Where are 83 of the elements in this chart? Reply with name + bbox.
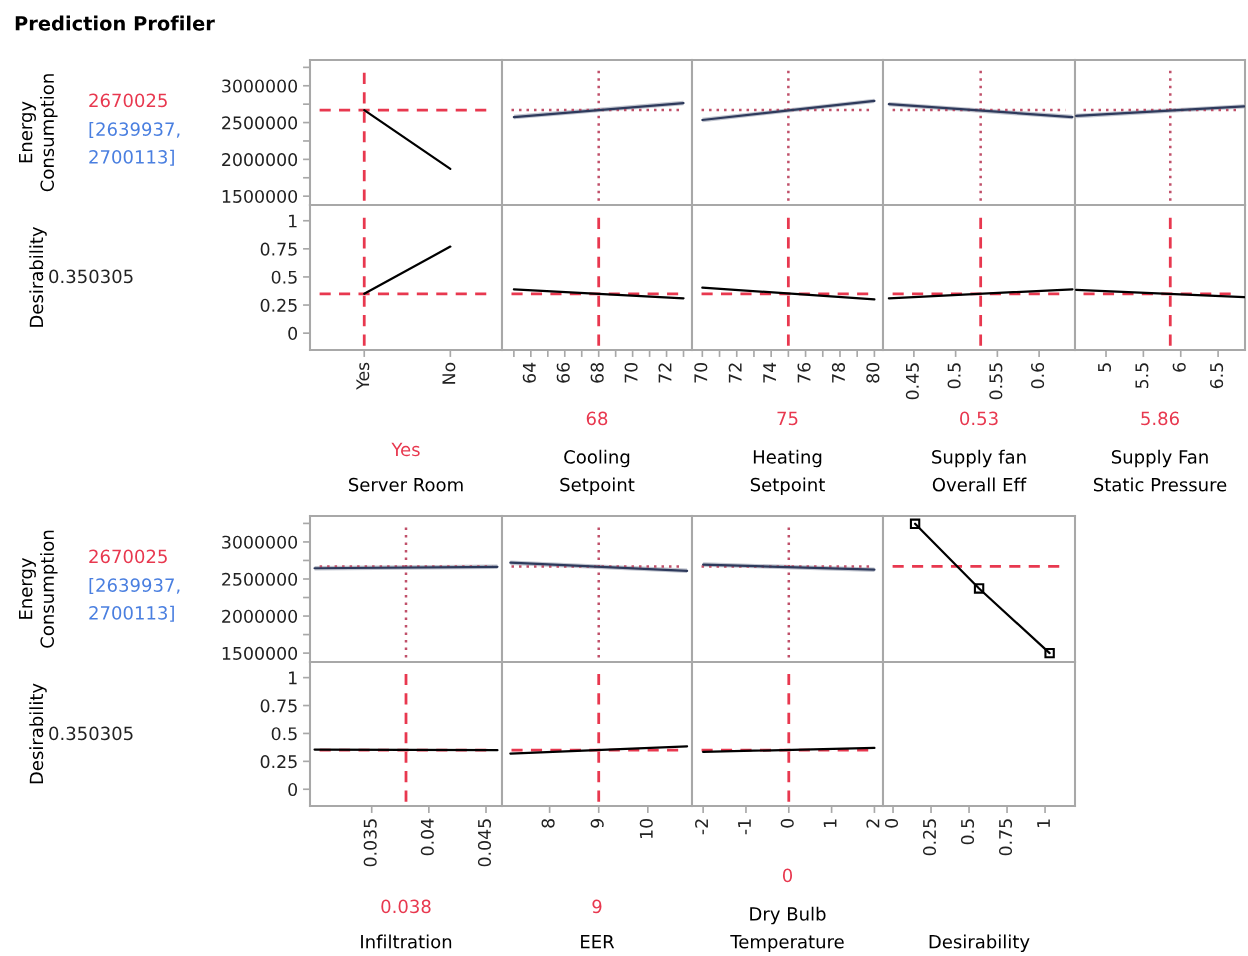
x-tick-label: 1 xyxy=(1037,819,1050,827)
text: [2639937, 2700113] xyxy=(89,578,180,622)
x-tick-label: 5.5 xyxy=(1135,363,1149,389)
y-tick-label: 1500000 xyxy=(222,646,298,660)
x-axis-title: Supply fan Overall Eff xyxy=(932,449,1027,492)
x-tick-label: 0.25 xyxy=(922,819,937,856)
text: 5.86 xyxy=(1141,411,1179,426)
x-tick-label: 2 xyxy=(866,819,880,828)
x-axis-title: Supply Fan Static Pressure xyxy=(1093,449,1227,492)
y-tick-label: 0.75 xyxy=(260,699,297,713)
x-tick-label: Yes xyxy=(356,362,370,390)
text: 0.350305 xyxy=(49,269,133,284)
x-tick-label: 78 xyxy=(831,362,846,383)
y-axis-title: Energy Consumption xyxy=(19,74,58,192)
x-tick-label: 0.035 xyxy=(363,819,377,867)
text: Yes xyxy=(391,442,420,457)
y-tick-label: 1 xyxy=(289,214,297,228)
x-tick-label: 0.55 xyxy=(989,363,1003,400)
x-tick-label: 5 xyxy=(1098,363,1112,372)
x-tick-label: 0.45 xyxy=(905,363,919,400)
x-tick-label: -1 xyxy=(738,819,751,835)
y-tick-label: 2500000 xyxy=(222,572,298,586)
y-tick-label: 2000000 xyxy=(222,609,298,623)
x-tick-label: 0 xyxy=(884,818,899,828)
text: 9 xyxy=(592,899,602,914)
x-axis-title: Server Room xyxy=(349,477,463,492)
text: 75 xyxy=(777,411,798,426)
x-tick-label: 0.5 xyxy=(960,819,975,845)
x-tick-label: 6.5 xyxy=(1210,363,1224,389)
x-tick-label: 72 xyxy=(658,363,672,383)
y-tick-label: 1500000 xyxy=(222,189,298,204)
x-tick-label: 70 xyxy=(624,362,638,383)
y-tick-label: 1 xyxy=(289,671,297,685)
x-axis-title: Dry Bulb Temperature xyxy=(730,906,844,952)
x-tick-label: 8 xyxy=(541,818,555,828)
x-axis-title: EER xyxy=(581,935,615,949)
text: 0.038 xyxy=(381,899,431,914)
x-tick-label: 70 xyxy=(694,362,708,383)
x-axis-title: Infiltration xyxy=(361,934,452,949)
x-tick-label: 6 xyxy=(1172,362,1186,372)
text: 68 xyxy=(586,411,608,426)
x-tick-label: 80 xyxy=(866,362,880,383)
x-tick-label: 72 xyxy=(728,363,742,383)
x-axis-title: Desirability xyxy=(929,934,1030,952)
y-tick-label: 0 xyxy=(288,326,298,340)
y-tick-label: 0.25 xyxy=(260,755,297,769)
x-tick-label: 0.045 xyxy=(477,819,492,867)
x-tick-label: 10 xyxy=(639,818,653,838)
x-tick-label: 76 xyxy=(797,362,811,383)
x-tick-label: 0.5 xyxy=(947,363,961,389)
x-tick-label: 66 xyxy=(556,362,570,383)
y-tick-label: 0.25 xyxy=(260,298,297,312)
y-axis-title: Desirability xyxy=(29,683,47,784)
y-axis-title: Energy Consumption xyxy=(19,530,58,648)
y-tick-label: 3000000 xyxy=(222,79,298,93)
x-tick-label: 0 xyxy=(780,818,794,828)
y-tick-label: 0.5 xyxy=(271,270,297,284)
y-tick-label: 0.5 xyxy=(271,727,297,741)
text: 0.53 xyxy=(960,411,998,426)
x-tick-label: 9 xyxy=(590,819,604,828)
y-tick-label: 3000000 xyxy=(222,535,298,549)
text: [2639937, 2700113] xyxy=(89,122,180,166)
x-tick-label: 1 xyxy=(823,819,837,827)
x-tick-label: 0.04 xyxy=(420,818,434,856)
x-axis-title: Heating Setpoint xyxy=(750,449,825,495)
x-tick-label: 74 xyxy=(763,362,776,383)
text: Prediction Profiler xyxy=(15,15,215,31)
y-tick-label: 2500000 xyxy=(222,116,298,130)
x-tick-label: No xyxy=(442,362,456,384)
x-tick-label: 68 xyxy=(590,362,604,383)
x-tick-label: 0.75 xyxy=(998,819,1013,856)
x-tick-label: -2 xyxy=(695,819,708,835)
x-tick-label: 64 xyxy=(522,362,536,383)
text: 2670025 xyxy=(89,549,167,564)
y-tick-label: 0 xyxy=(288,782,298,797)
x-tick-label: 0.6 xyxy=(1031,362,1045,389)
text: 0 xyxy=(782,868,793,883)
text: 0.350305 xyxy=(49,726,133,741)
y-axis-title: Desirability xyxy=(29,226,47,327)
x-axis-title: Cooling Setpoint xyxy=(560,449,635,495)
y-tick-label: 0.75 xyxy=(260,242,297,256)
y-tick-label: 2000000 xyxy=(222,153,298,167)
text: 2670025 xyxy=(89,93,167,108)
